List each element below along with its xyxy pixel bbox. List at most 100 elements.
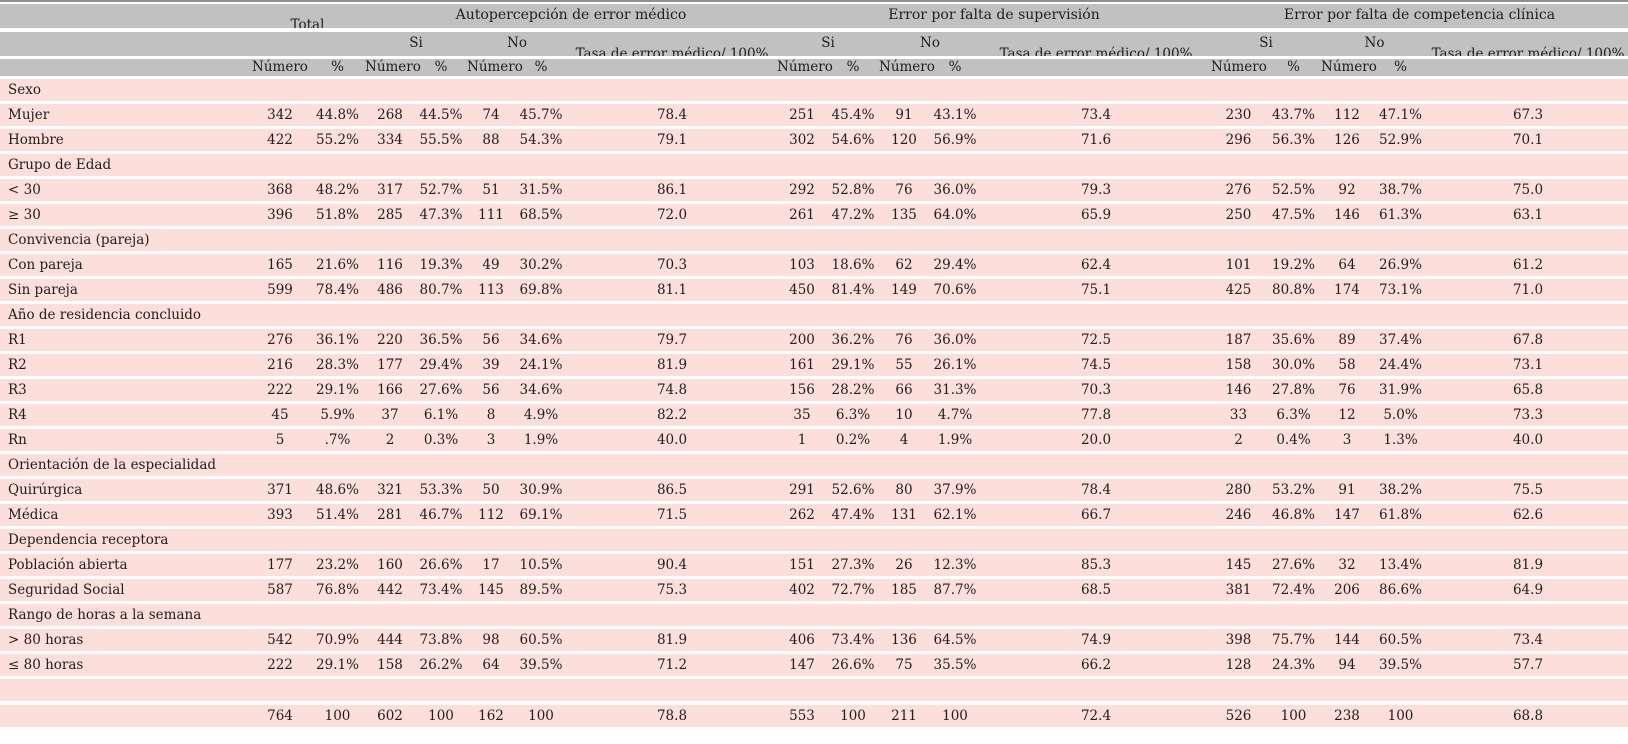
cell-value: 80.7% bbox=[419, 282, 463, 298]
row-label: < 30 bbox=[8, 182, 41, 198]
cell-value: 65.9 bbox=[1080, 207, 1112, 223]
cell-value: 35.5% bbox=[933, 657, 977, 673]
cell-value: 230 bbox=[1225, 107, 1252, 123]
row-label: > 80 horas bbox=[8, 632, 84, 648]
header-pct-no-1: % bbox=[534, 59, 548, 75]
section-row: Dependencia receptora bbox=[0, 529, 1628, 551]
cell-value: 112 bbox=[1334, 107, 1360, 123]
cell-value: 81.1 bbox=[656, 282, 688, 298]
cell-value: 381 bbox=[1225, 582, 1252, 598]
cell-value: 146 bbox=[1225, 382, 1252, 398]
header-si-2: Si bbox=[821, 35, 835, 51]
cell-value: 44.5% bbox=[419, 107, 463, 123]
cell-value: 72.4% bbox=[1272, 582, 1315, 598]
cell-value: 116 bbox=[377, 257, 403, 273]
cell-value: 24.4% bbox=[1379, 357, 1422, 373]
cell-value: 1.3% bbox=[1383, 432, 1418, 448]
cell-value: 79.1 bbox=[656, 132, 688, 148]
data-row: Hombre 422 55.2% 334 55.5% 88 54.3% 79.1 302 54.6… bbox=[0, 129, 1628, 151]
cell-value: 64.0% bbox=[933, 207, 977, 223]
cell-value: 67.3 bbox=[1512, 107, 1544, 123]
data-row: ≥ 30 396 51.8% 285 47.3% 111 68.5% 72.0 261 47.2%… bbox=[0, 204, 1628, 226]
data-row: Sin pareja 599 78.4% 486 80.7% 113 69.8% 81.1 45… bbox=[0, 279, 1628, 301]
cell-value: 4 bbox=[899, 432, 909, 448]
cell-value: 24.3% bbox=[1272, 657, 1315, 673]
row-label: R3 bbox=[8, 382, 27, 398]
cell-value: 81.4% bbox=[831, 282, 875, 298]
cell-value: 89 bbox=[1338, 332, 1356, 348]
cell-value: 60.5% bbox=[519, 632, 563, 648]
cell-value: 79.7 bbox=[656, 332, 688, 348]
cell-value: 78.8 bbox=[656, 708, 688, 724]
cell-value: 76.8% bbox=[316, 582, 359, 598]
cell-value: 36.1% bbox=[316, 332, 359, 348]
cell-value: 71.5 bbox=[656, 507, 688, 523]
cell-value: 81.9 bbox=[656, 632, 688, 648]
cell-value: 246 bbox=[1225, 507, 1252, 523]
cell-value: 76 bbox=[895, 332, 913, 348]
cell-value: 33 bbox=[1229, 407, 1248, 423]
cell-value: 151 bbox=[789, 557, 815, 573]
cell-value: 100 bbox=[1280, 708, 1307, 724]
section-row: Sexo bbox=[0, 79, 1628, 101]
cell-value: 1 bbox=[797, 432, 807, 448]
header-band-1 bbox=[0, 4, 1628, 28]
cell-value: 52.8% bbox=[831, 182, 875, 198]
cell-value: 406 bbox=[789, 632, 815, 648]
cell-value: 64 bbox=[1338, 257, 1356, 273]
cell-value: 20.0 bbox=[1080, 432, 1112, 448]
cell-value: 28.2% bbox=[831, 382, 875, 398]
cell-value: 71.6 bbox=[1080, 132, 1112, 148]
row-label: Hombre bbox=[8, 132, 64, 148]
cell-value: 35 bbox=[793, 407, 811, 423]
cell-value: 76 bbox=[1338, 382, 1356, 398]
cell-value: 62.4 bbox=[1080, 257, 1112, 273]
section-label: Sexo bbox=[8, 82, 41, 98]
cell-value: 2 bbox=[1234, 432, 1243, 448]
section-label: Grupo de Edad bbox=[8, 157, 112, 173]
cell-value: 70.6% bbox=[933, 282, 977, 298]
cell-value: 78.4 bbox=[656, 107, 688, 123]
cell-value: 21.6% bbox=[316, 257, 359, 273]
cell-value: 38.2% bbox=[1379, 482, 1422, 498]
cell-value: 80.8% bbox=[1272, 282, 1315, 298]
cell-value: 92 bbox=[1338, 182, 1356, 198]
cell-value: 131 bbox=[891, 507, 917, 523]
cell-value: 34.6% bbox=[519, 382, 563, 398]
cell-value: 6.1% bbox=[423, 407, 459, 423]
cell-value: 50 bbox=[482, 482, 500, 498]
cell-value: 68.5% bbox=[519, 207, 563, 223]
section-label: Orientación de la especialidad bbox=[8, 457, 217, 473]
header-gridline-1 bbox=[0, 28, 1628, 32]
cell-value: 73.3 bbox=[1512, 407, 1544, 423]
cell-value: 39 bbox=[482, 357, 500, 373]
row-label: Población abierta bbox=[8, 557, 128, 573]
cell-value: 61.2 bbox=[1512, 257, 1544, 273]
cell-value: 66 bbox=[895, 382, 913, 398]
cell-value: 74.8 bbox=[656, 382, 688, 398]
cell-value: 165 bbox=[267, 257, 293, 273]
cell-value: 200 bbox=[789, 332, 815, 348]
cell-value: 90.4 bbox=[656, 557, 688, 573]
header-top-border bbox=[0, 0, 1628, 2]
cell-value: 48.2% bbox=[316, 182, 359, 198]
cell-value: 222 bbox=[267, 382, 293, 398]
header-pct-no-2: % bbox=[948, 59, 962, 75]
cell-value: 238 bbox=[1334, 708, 1360, 724]
section-label: Año de residencia concluido bbox=[8, 307, 202, 323]
cell-value: 55 bbox=[895, 357, 913, 373]
data-row: < 30 368 48.2% 317 52.7% 51 31.5% 86.1 292 52.8% 7… bbox=[0, 179, 1628, 201]
header-numero-no-2: Número bbox=[879, 59, 935, 75]
data-row: Rn 5 .7% 2 0.3% 3 1.9% 40.0 1 0.2% 4 1.9% 20.0 2 0.4% 3… bbox=[0, 429, 1628, 451]
header-si-1: Si bbox=[409, 35, 423, 51]
cell-value: 81.9 bbox=[656, 357, 688, 373]
cell-value: 296 bbox=[1225, 132, 1252, 148]
cell-value: 77.8 bbox=[1080, 407, 1112, 423]
cell-value: 47.3% bbox=[419, 207, 463, 223]
header-si-3: Si bbox=[1259, 35, 1273, 51]
cell-value: 94 bbox=[1338, 657, 1356, 673]
cell-value: 216 bbox=[267, 357, 293, 373]
cell-value: 276 bbox=[267, 332, 293, 348]
data-row: > 80 horas 542 70.9% 444 73.8% 98 60.5% 81.9 406… bbox=[0, 629, 1628, 651]
